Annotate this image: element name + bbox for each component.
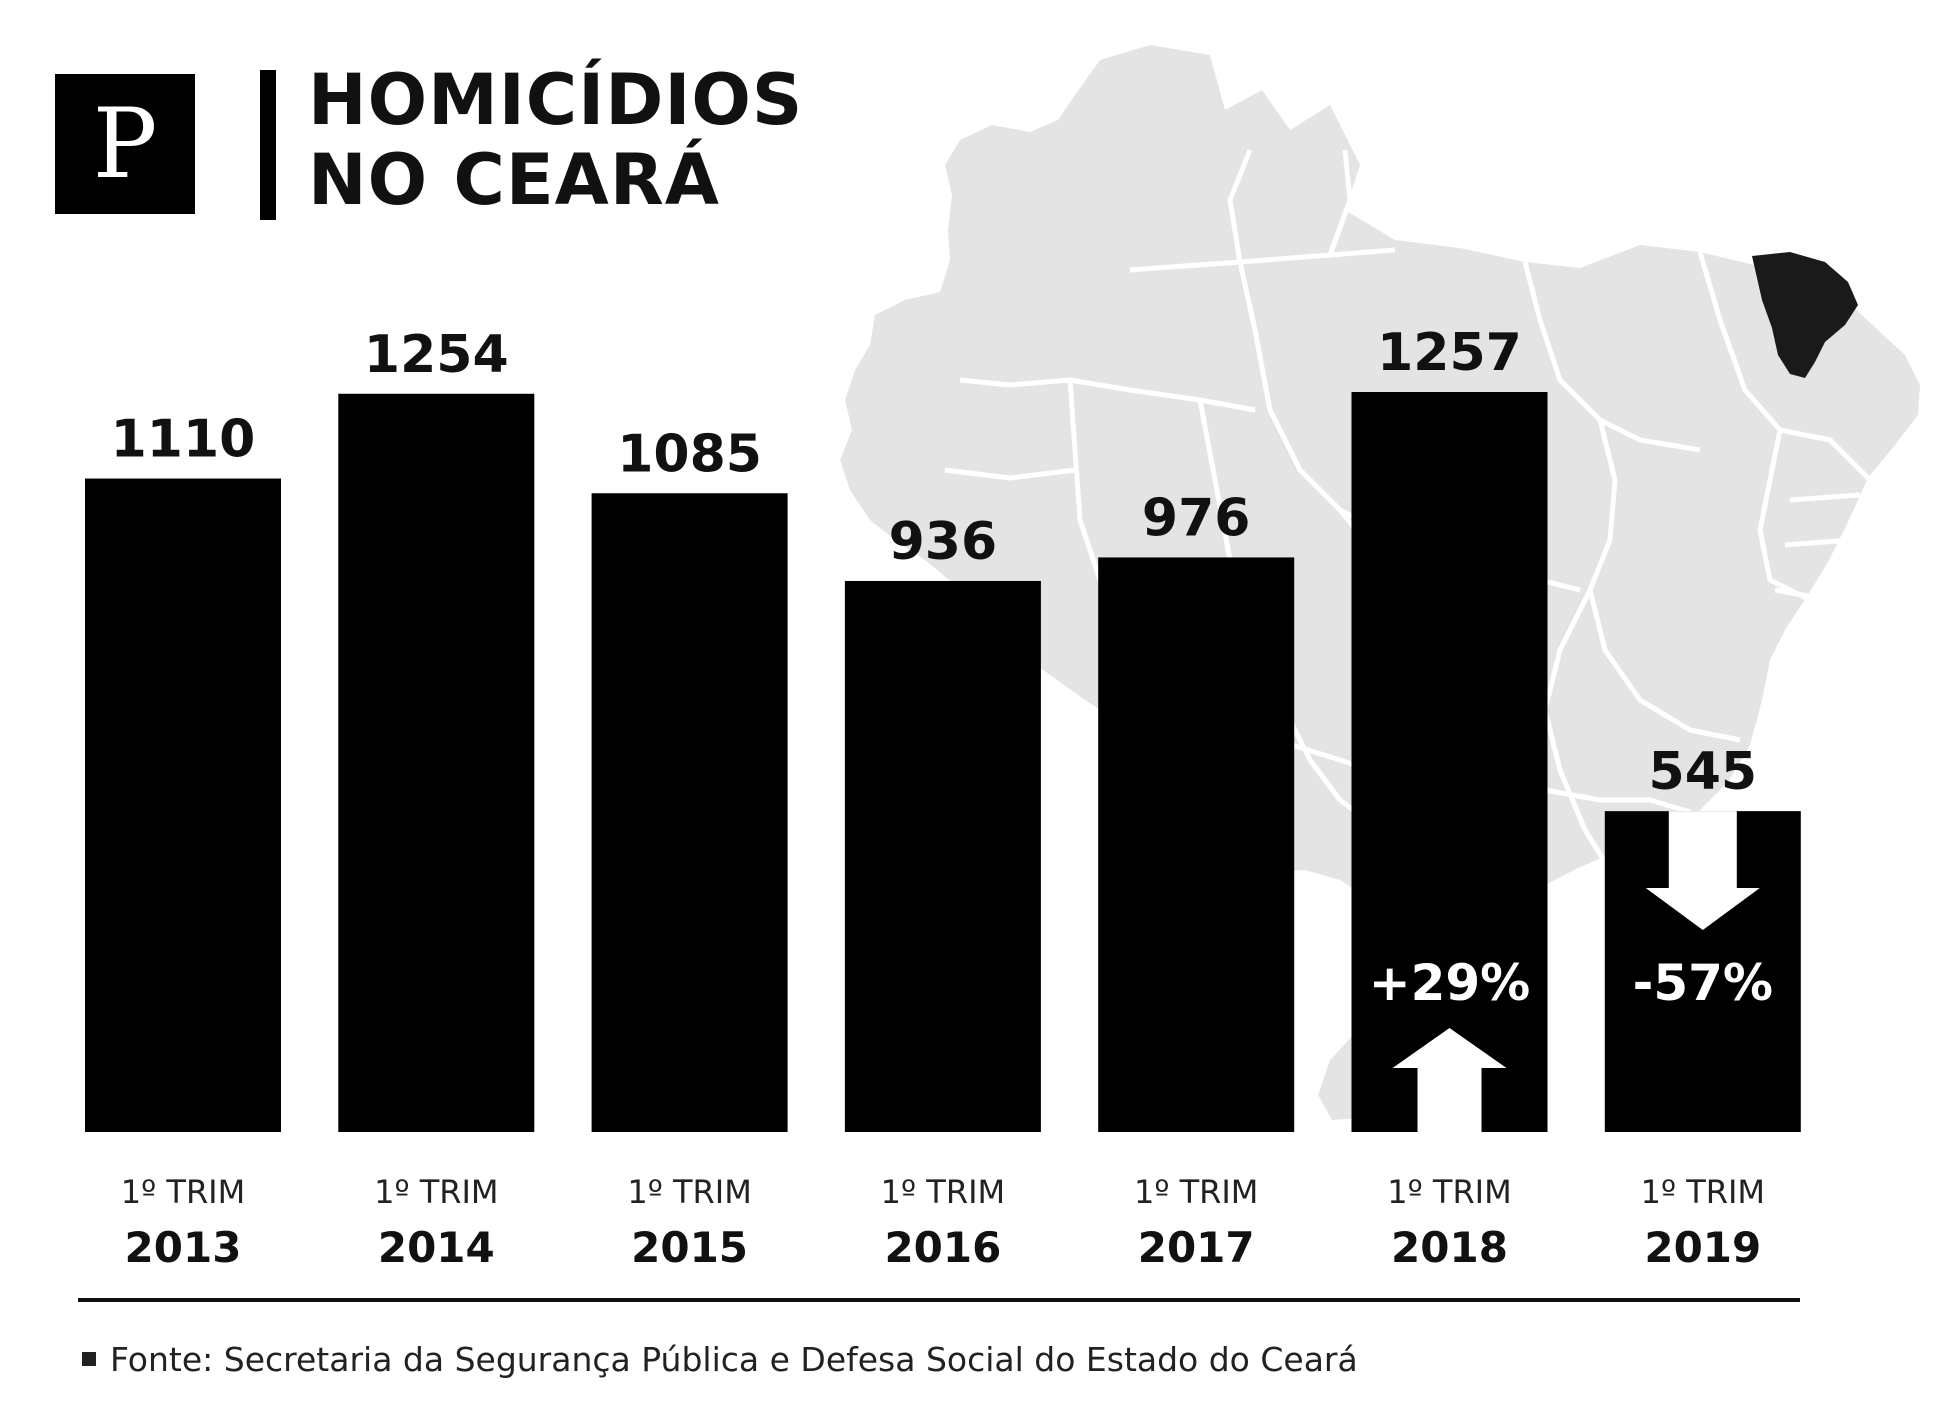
source-text: Fonte: Secretaria da Segurança Pública e… (110, 1340, 1358, 1379)
title-accent-bar (260, 70, 276, 220)
period-label-2017: 1º TRIM (1134, 1173, 1258, 1211)
period-label-2015: 1º TRIM (627, 1173, 751, 1211)
category-label-2013: 2013 (125, 1223, 242, 1272)
bar-2014 (338, 393, 535, 1132)
bullet-square-icon (82, 1351, 96, 1366)
ceara-state-highlight (1752, 252, 1858, 378)
value-label-2016: 936 (889, 512, 998, 572)
category-label-2018: 2018 (1391, 1223, 1508, 1272)
value-label-2018: 1257 (1377, 323, 1522, 383)
period-label-2016: 1º TRIM (881, 1173, 1005, 1211)
category-label-2017: 2017 (1138, 1223, 1255, 1272)
category-label-2015: 2015 (631, 1223, 748, 1272)
title-line-2: NO CEARÁ (308, 139, 720, 221)
title-line-1: HOMICÍDIOS (308, 59, 804, 141)
bar-2018 (1351, 392, 1548, 1132)
change-label-2019: -57% (1633, 954, 1773, 1012)
bar-2013 (85, 478, 281, 1132)
bar-2015 (591, 493, 788, 1132)
period-label-2013: 1º TRIM (121, 1173, 245, 1211)
arrow-up-icon (1392, 1028, 1507, 1132)
category-label-2019: 2019 (1644, 1223, 1761, 1272)
chart-title: HOMICÍDIOS NO CEARÁ (308, 60, 803, 220)
logo-letter: P (92, 88, 158, 200)
value-label-2013: 1110 (111, 410, 256, 470)
period-label-2014: 1º TRIM (374, 1173, 498, 1211)
publisher-logo: P (55, 74, 195, 214)
period-label-2018: 1º TRIM (1387, 1173, 1511, 1211)
category-label-2016: 2016 (884, 1223, 1001, 1272)
period-label-2019: 1º TRIM (1641, 1173, 1765, 1211)
value-label-2017: 976 (1142, 488, 1251, 548)
change-label-2018: +29% (1369, 954, 1531, 1012)
source-note: Fonte: Secretaria da Segurança Pública e… (82, 1340, 1358, 1379)
bar-2016 (844, 580, 1041, 1132)
value-label-2019: 545 (1649, 742, 1758, 802)
value-label-2015: 1085 (617, 424, 762, 484)
category-label-2014: 2014 (378, 1223, 495, 1272)
bar-2017 (1098, 557, 1295, 1132)
arrow-down-icon (1645, 811, 1760, 930)
value-label-2014: 1254 (364, 325, 509, 385)
